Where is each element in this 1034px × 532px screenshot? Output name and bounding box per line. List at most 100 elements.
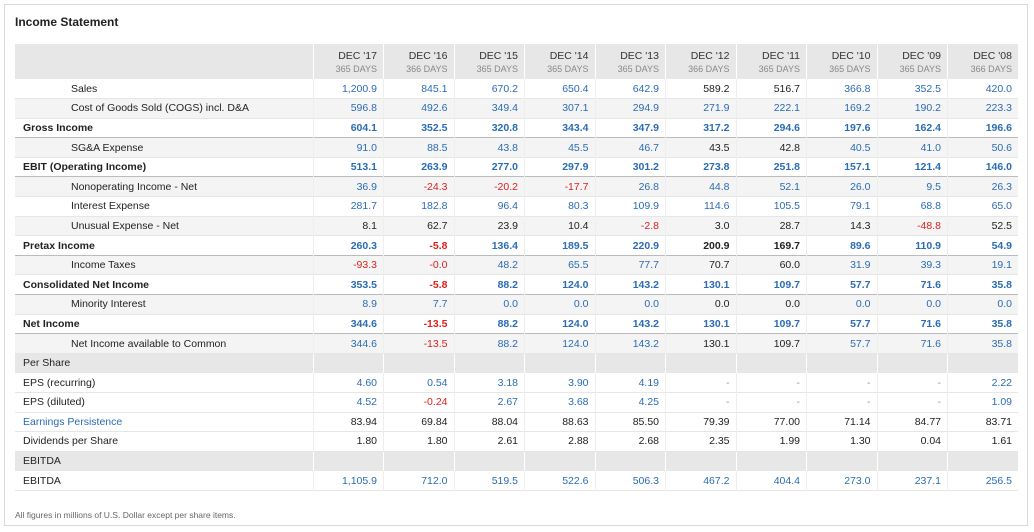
value-cell: 0.0: [595, 294, 666, 315]
value-cell: 273.8: [665, 157, 737, 177]
column-days: 365 DAYS: [899, 63, 941, 74]
value-cell: 189.5: [524, 235, 596, 256]
value-cell: 42.8: [736, 137, 807, 158]
value-cell: 143.2: [595, 333, 666, 354]
value-cell: 48.2: [454, 255, 525, 275]
footnote: All figures in millions of U.S. Dollar e…: [15, 510, 236, 520]
value-cell: 0.0: [997, 298, 1012, 311]
column-period: DEC '14: [549, 49, 589, 62]
row-label: Income Taxes: [15, 255, 314, 275]
value-cell: -: [665, 372, 737, 393]
income-statement-panel: Income Statement DEC '17 365 DAYS DEC '16 3…: [4, 4, 1028, 526]
column-header[interactable]: DEC '11 365 DAYS: [736, 44, 807, 79]
row-label: EPS (recurring): [15, 372, 314, 393]
column-header[interactable]: DEC '13 365 DAYS: [595, 44, 666, 79]
table-row: Earnings Persistence 83.94 69.84 88.04 88.63…: [15, 412, 1018, 432]
value-cell: 65.5: [524, 255, 596, 275]
value-cell: [595, 353, 666, 373]
value-cell: 54.9: [991, 239, 1012, 252]
column-header[interactable]: DEC '16 366 DAYS: [383, 44, 455, 79]
value-cell: 88.04: [454, 412, 525, 432]
value-cell: 89.6: [806, 235, 878, 256]
column-header[interactable]: DEC '14 365 DAYS: [524, 44, 596, 79]
value-cell: [947, 451, 1019, 471]
value-cell: 3.0: [665, 216, 737, 236]
value-cell: 1.99: [736, 431, 807, 452]
value-cell: -13.5: [383, 333, 455, 354]
column-header[interactable]: DEC '12 366 DAYS: [665, 44, 737, 79]
column-header[interactable]: DEC '17 365 DAYS: [313, 44, 384, 79]
value-cell: 3.90: [524, 372, 596, 393]
value-cell: 353.5: [313, 274, 384, 295]
value-cell: 467.2: [665, 470, 737, 491]
value-cell: -17.7: [524, 176, 596, 197]
row-label: Cost of Goods Sold (COGS) incl. D&A: [15, 98, 314, 119]
value-cell: 589.2: [665, 79, 737, 99]
column-header[interactable]: DEC '10 365 DAYS: [806, 44, 878, 79]
value-cell: 260.3: [313, 235, 384, 256]
value-cell: 7.7: [383, 294, 455, 315]
value-cell: -: [877, 392, 948, 413]
value-cell: 68.8: [877, 196, 948, 217]
row-label-link[interactable]: Earnings Persistence: [15, 412, 314, 432]
table-row: Minority Interest 8.9 7.7 0.0 0.0 0.0 0.0 0.0 0.…: [15, 294, 1018, 315]
value-cell: -24.3: [383, 176, 455, 197]
value-cell: 169.7: [736, 235, 807, 256]
value-cell: [595, 451, 666, 471]
column-header[interactable]: DEC '09 365 DAYS: [877, 44, 948, 79]
value-cell: 277.0: [454, 157, 525, 177]
value-cell: 513.1: [313, 157, 384, 177]
value-cell: -: [877, 372, 948, 393]
value-cell: 1.09: [991, 396, 1012, 409]
value-cell: 650.4: [524, 79, 596, 99]
table-row: Consolidated Net Income 353.5 -5.8 88.2 124.…: [15, 274, 1018, 295]
value-cell: 57.7: [806, 314, 878, 334]
value-cell: -20.2: [454, 176, 525, 197]
value-cell: 251.8: [736, 157, 807, 177]
value-cell: 109.7: [736, 314, 807, 334]
value-cell: 352.5: [877, 79, 948, 99]
value-cell: 0.0: [736, 294, 807, 315]
column-header[interactable]: DEC '15 365 DAYS: [454, 44, 525, 79]
value-cell: 845.1: [383, 79, 455, 99]
column-period: DEC '15: [479, 49, 518, 62]
column-header[interactable]: DEC '08 366 DAYS: [948, 44, 1019, 79]
value-cell: 8.9: [313, 294, 384, 315]
value-cell: 263.9: [383, 157, 455, 177]
value-cell: -: [806, 372, 878, 393]
value-cell: 71.6: [877, 314, 948, 334]
value-cell: 62.7: [383, 216, 455, 236]
value-cell: 1,105.9: [313, 470, 384, 491]
row-label: Net Income: [15, 314, 314, 334]
column-period: DEC '17: [338, 49, 377, 62]
table-row: SG&A Expense 91.0 88.5 43.8 45.5 46.7 43.5 42.8…: [15, 137, 1018, 158]
value-cell: 522.6: [524, 470, 596, 491]
value-cell: 0.0: [877, 294, 948, 315]
row-label: Nonoperating Income - Net: [15, 176, 314, 197]
value-cell: 19.1: [991, 259, 1012, 272]
row-label: Per Share: [15, 353, 314, 373]
value-cell: 88.2: [454, 333, 525, 354]
column-days: 365 DAYS: [476, 63, 518, 74]
value-cell: 35.8: [991, 278, 1012, 291]
value-cell: 26.0: [806, 176, 878, 197]
row-label: EPS (diluted): [15, 392, 314, 413]
table-row: EPS (recurring) 4.60 0.54 3.18 3.90 4.19- - - -2…: [15, 372, 1018, 393]
value-cell: 130.1: [665, 274, 737, 295]
table-row: Net Income 344.6 -13.5 88.2 124.0 143.2 130.1 1…: [15, 314, 1018, 334]
value-cell: 110.9: [877, 235, 948, 256]
value-cell: 26.8: [595, 176, 666, 197]
row-label: EBITDA: [15, 451, 314, 471]
value-cell: 237.1: [877, 470, 948, 491]
value-cell: 45.5: [524, 137, 596, 158]
table-row: Nonoperating Income - Net 36.9 -24.3 -20.2-…: [15, 176, 1018, 197]
value-cell: 52.5: [991, 219, 1012, 232]
value-cell: 36.9: [313, 176, 384, 197]
value-cell: 57.7: [806, 274, 878, 295]
value-cell: 223.3: [985, 102, 1012, 115]
column-days: 365 DAYS: [547, 63, 589, 74]
value-cell: [454, 451, 525, 471]
value-cell: 91.0: [313, 137, 384, 158]
value-cell: 109.7: [736, 333, 807, 354]
value-cell: 307.1: [524, 98, 596, 119]
